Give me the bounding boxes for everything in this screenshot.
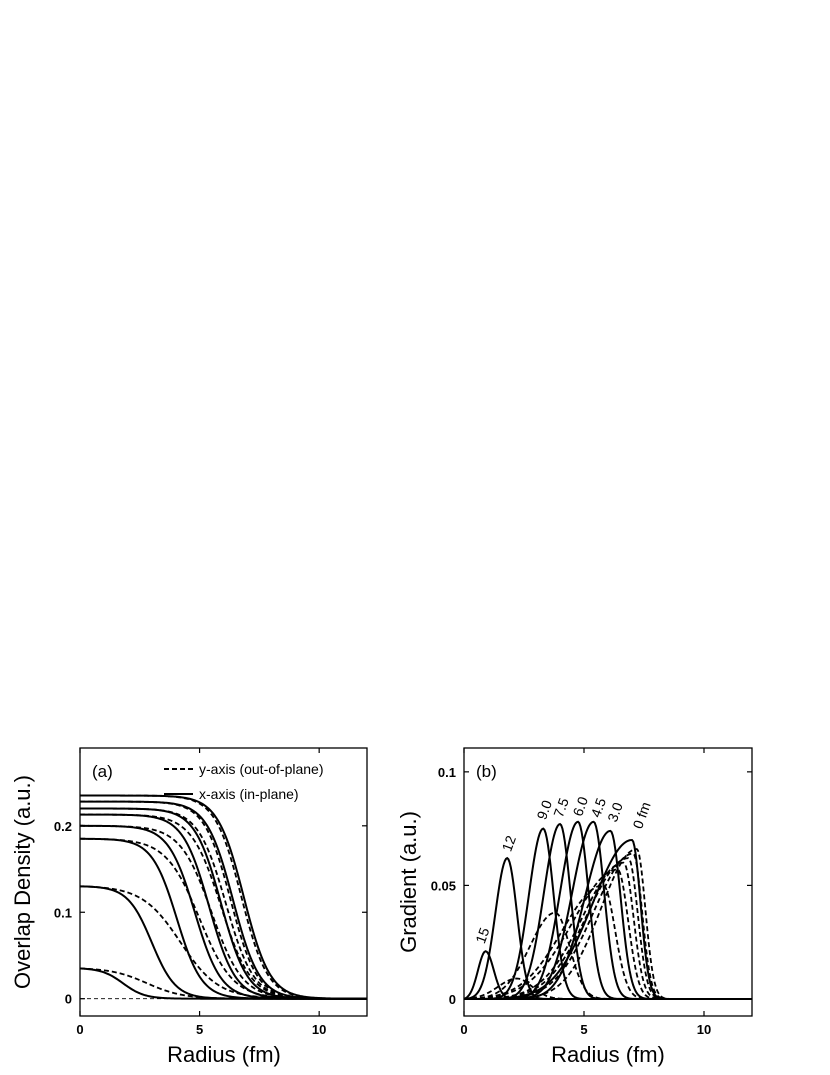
panel-a-overlap-density: 0 5 10 0 0.1 0.2 (a) y-axis (out-of-plane) x-… xyxy=(10,747,368,1067)
panel-b-curve-label-6: 4.5 xyxy=(587,795,609,819)
panel-a-ytick-label-0: 0 xyxy=(65,992,72,1007)
panel-b-curve-label-2: 12 xyxy=(499,833,519,853)
panel-b-label: (b) xyxy=(476,762,497,781)
panel-b-xtick-label-1: 5 xyxy=(580,1022,587,1037)
panel-a-xtick-label-0: 0 xyxy=(76,1022,83,1037)
panel-a-xtick-label-2: 10 xyxy=(312,1022,326,1037)
panel-b-xtick-label-0: 0 xyxy=(460,1022,467,1037)
panel-b-series-11-dashed xyxy=(463,884,752,1000)
panel-b-gradient: 0 5 10 0 0.05 0.1 15 12 9.07.56.04.53.0 0 fm (b)… xyxy=(396,747,753,1067)
panel-b-curve-label-3: 9.0 xyxy=(533,798,555,822)
panel-b-ytick-label-1: 0.05 xyxy=(431,878,456,893)
panel-a-label: (a) xyxy=(92,762,113,781)
panel-a-x-axis-title: Radius (fm) xyxy=(167,1042,281,1067)
panel-a-series-2-dashed xyxy=(80,794,368,1000)
panel-b-xtick-label-2: 10 xyxy=(697,1022,711,1037)
panel-a-series-8-dashed xyxy=(80,813,367,1000)
panel-a-legend: y-axis (out-of-plane) x-axis (in-plane) xyxy=(164,761,324,802)
panel-b-curve-label-5: 6.0 xyxy=(569,794,591,818)
panel-b-series-4-solid xyxy=(464,829,752,1000)
panel-b-ticks: 0 5 10 0 0.05 0.1 xyxy=(431,748,752,1037)
panel-b-y-axis-title: Gradient (a.u.) xyxy=(396,811,421,953)
panel-b-x-axis-title: Radius (fm) xyxy=(551,1042,665,1067)
panel-a-y-axis-title: Overlap Density (a.u.) xyxy=(10,775,35,989)
panel-a-curves xyxy=(79,794,368,1000)
panel-b-ytick-label-0: 0 xyxy=(449,992,456,1007)
panel-b-series-12-solid xyxy=(464,827,752,1000)
panel-b-curve-label-1: 15 xyxy=(472,925,492,945)
panel-b-curve-label-7: 3.0 xyxy=(604,800,626,824)
panel-b-ytick-label-2: 0.1 xyxy=(438,765,456,780)
panel-a-ytick-label-2: 0.2 xyxy=(54,819,72,834)
panel-b-series-1-solid xyxy=(463,838,752,1000)
panel-a-frame xyxy=(79,747,368,1017)
panel-a-series-7-solid xyxy=(80,813,367,1000)
panel-b-curve-label-4: 7.5 xyxy=(550,795,572,819)
panel-b-curve-labels: 15 12 9.07.56.04.53.0 0 fm xyxy=(472,794,654,945)
panel-a-ytick-label-1: 0.1 xyxy=(54,905,72,920)
legend-entry-x-axis: x-axis (in-plane) xyxy=(199,786,299,802)
panel-b-frame xyxy=(463,747,753,1017)
panel-a-ticks: 0 5 10 0 0.1 0.2 xyxy=(54,748,367,1037)
panel-b-curve-label-8: 0 fm xyxy=(629,800,653,831)
legend-entry-y-axis: y-axis (out-of-plane) xyxy=(199,761,324,777)
panel-a-xtick-label-1: 5 xyxy=(196,1022,203,1037)
